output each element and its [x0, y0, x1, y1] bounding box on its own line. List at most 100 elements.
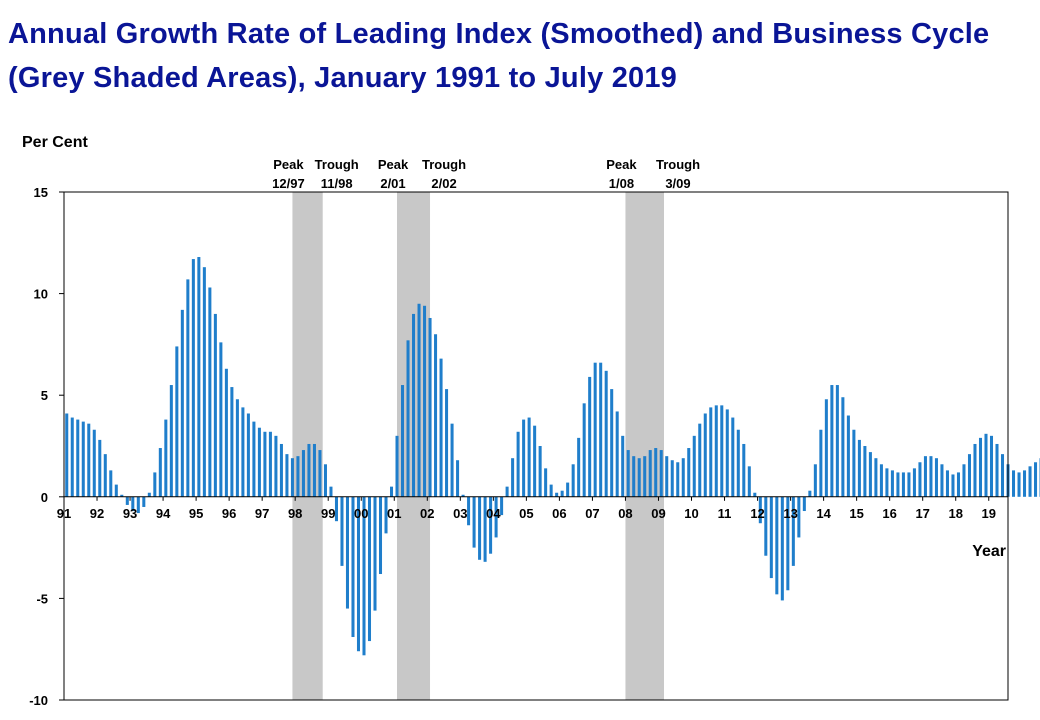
data-bar — [978, 437, 983, 497]
data-bar — [489, 496, 493, 554]
x-axis-label: Year — [972, 543, 1006, 560]
data-bar — [169, 385, 173, 497]
x-tick-label: 97 — [255, 506, 269, 521]
data-bar — [637, 458, 641, 497]
data-bar — [890, 470, 894, 497]
chart-title: Annual Growth Rate of Leading Index (Smo… — [8, 18, 990, 94]
data-bar — [114, 484, 118, 497]
data-bar — [632, 456, 636, 497]
data-bar — [610, 389, 614, 497]
trough-date-3: 3/09 — [665, 176, 690, 191]
peak-label-1: Peak — [273, 157, 304, 172]
data-bar — [907, 472, 911, 497]
data-bar — [934, 458, 938, 497]
data-bar — [98, 439, 102, 497]
x-tick-label: 12 — [750, 506, 764, 521]
data-bar — [522, 419, 526, 497]
data-bar — [467, 496, 471, 526]
y-tick-label: -5 — [36, 591, 48, 606]
data-bar — [268, 431, 272, 497]
x-tick-label: 04 — [486, 506, 501, 521]
data-bar — [896, 472, 900, 497]
data-bar — [164, 419, 168, 497]
data-bar — [505, 486, 509, 497]
data-bar — [604, 370, 608, 497]
data-bar — [147, 492, 151, 497]
data-bar — [1000, 454, 1005, 497]
data-bar — [549, 484, 553, 497]
data-bar — [1017, 472, 1021, 497]
data-bar — [736, 429, 740, 497]
data-bar — [725, 409, 729, 497]
data-bar — [621, 435, 625, 497]
data-bar — [874, 458, 878, 497]
data-bar — [709, 407, 713, 497]
data-bar — [615, 411, 619, 497]
data-bar — [175, 346, 179, 497]
data-bar — [923, 456, 927, 497]
data-bar — [395, 435, 399, 497]
data-bar — [670, 460, 674, 497]
y-tick-label: 10 — [34, 287, 48, 302]
data-bar — [698, 423, 702, 497]
data-bar — [208, 287, 212, 497]
trough-date-1: 11/98 — [321, 176, 353, 191]
data-bar — [802, 496, 806, 512]
y-tick-label: -10 — [29, 693, 48, 708]
data-bar — [1023, 470, 1027, 497]
x-tick-label: 09 — [651, 506, 665, 521]
data-bar — [384, 496, 388, 534]
data-bar — [1028, 466, 1032, 497]
data-bar — [65, 413, 69, 497]
data-bar — [808, 490, 812, 497]
data-bar — [70, 417, 74, 497]
data-bar — [378, 496, 383, 575]
x-tick-label: 98 — [288, 506, 302, 521]
data-bar — [588, 376, 592, 497]
data-bar — [125, 496, 129, 505]
trough-label-1: Trough — [315, 157, 359, 172]
x-tick-label: 01 — [387, 506, 401, 521]
data-bar — [153, 472, 157, 497]
data-bar — [901, 472, 905, 497]
data-bar — [967, 454, 971, 497]
data-bar — [676, 462, 680, 497]
data-bar — [450, 423, 454, 497]
data-bar — [120, 494, 124, 497]
x-tick-label: 93 — [123, 506, 137, 521]
x-tick-label: 00 — [354, 506, 368, 521]
data-bar — [852, 429, 856, 497]
x-tick-label: 08 — [618, 506, 632, 521]
data-bar — [912, 468, 916, 497]
data-bar — [390, 486, 394, 497]
data-bar — [857, 439, 861, 497]
data-bar — [511, 458, 515, 497]
data-bar — [191, 259, 195, 497]
y-tick-label: 15 — [34, 185, 48, 200]
data-bar — [577, 437, 581, 497]
data-bar — [703, 413, 707, 497]
data-bar — [230, 387, 234, 497]
x-tick-label: 07 — [585, 506, 599, 521]
data-bar — [428, 317, 432, 497]
data-bar — [439, 358, 443, 497]
data-bar — [962, 464, 966, 497]
data-bar — [202, 267, 206, 497]
data-bar — [758, 496, 762, 524]
data-bar — [571, 464, 575, 497]
data-bar — [445, 389, 449, 497]
data-bar — [929, 456, 933, 497]
x-tick-label: 96 — [222, 506, 236, 521]
y-axis-label: Per Cent — [22, 134, 88, 151]
data-bar — [555, 492, 559, 497]
data-bar — [830, 385, 834, 497]
data-bar — [318, 450, 322, 497]
x-tick-label: 11 — [718, 506, 732, 521]
x-tick-label: 05 — [519, 506, 533, 521]
data-bar — [747, 466, 751, 497]
data-bar — [131, 496, 135, 512]
data-bar — [797, 496, 801, 538]
data-bar — [533, 425, 537, 497]
x-tick-label: 92 — [90, 506, 104, 521]
